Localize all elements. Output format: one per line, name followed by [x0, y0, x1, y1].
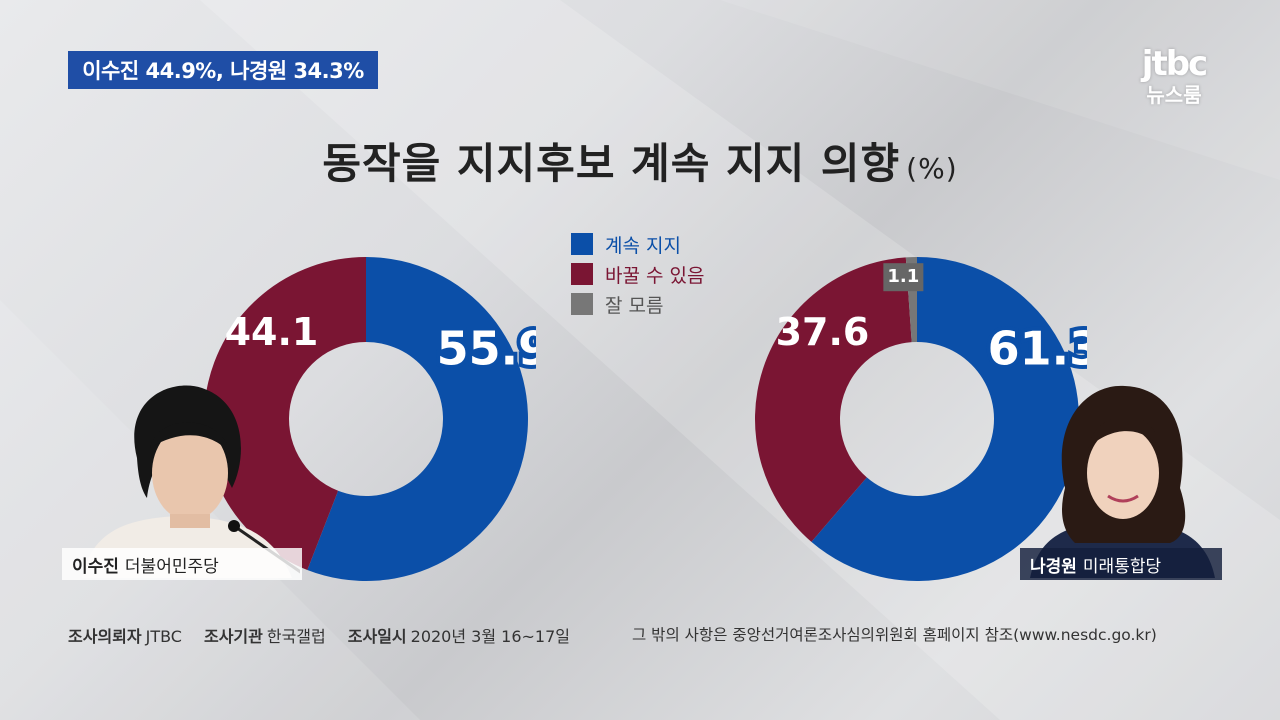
donut-right-label-bg-unsure: [883, 263, 924, 292]
legend-label-unsure: 잘 모름: [605, 294, 664, 317]
legend-item-unsure: 잘 모름: [571, 289, 704, 319]
footer-left: 조사의뢰자 JTBC 조사기관 한국갤럽 조사일시 2020년 3월 16~17일: [68, 623, 570, 647]
legend-swatch-unsure: [571, 293, 593, 315]
donut-chart-left: 55.9 44.1: [204, 257, 536, 581]
legend-label-change: 바꿀 수 있음: [605, 264, 705, 287]
footer-date-value: 2020년 3월 16~17일: [410, 627, 570, 646]
logo-sub: 뉴스룸: [1146, 83, 1202, 107]
headline-banner: 이수진 44.9%, 나경원 34.3%: [68, 51, 378, 89]
footer-agency-label: 조사기관: [203, 627, 263, 646]
donut-right-label-change: 37.6: [776, 310, 870, 354]
footer-client-label: 조사의뢰자: [68, 627, 142, 646]
legend: 계속 지지 바꿀 수 있음 잘 모름: [571, 229, 704, 319]
candidate-party-right: 미래통합당: [1082, 556, 1162, 577]
candidate-name-left: 이수진: [72, 556, 119, 577]
donut-left-slice-keep: [307, 257, 528, 581]
candidate-party-left: 더불어민주당: [124, 556, 219, 577]
footer-client-value: JTBC: [145, 627, 182, 646]
jtbc-newsroom-logo: jtbc 뉴스룸: [1132, 46, 1216, 108]
legend-item-keep: 계속 지지: [571, 229, 704, 259]
footer-agency-value: 한국갤럽: [266, 627, 326, 646]
donut-right-label-keep: 61.3: [988, 322, 1087, 376]
logo-main: jtbc: [1141, 44, 1208, 84]
donut-left-label-change: 44.1: [225, 310, 319, 354]
donut-right-label-unsure: 1.1: [887, 266, 919, 287]
legend-label-keep: 계속 지지: [605, 234, 681, 257]
chart-title-unit: (%): [906, 152, 958, 185]
donut-left-slice-change: [204, 257, 366, 570]
donut-chart-right: 61.3 37.6 1.1: [755, 257, 1087, 581]
donut-right-slice-keep: [811, 257, 1079, 581]
legend-item-change: 바꿀 수 있음: [571, 259, 704, 289]
legend-swatch-keep: [571, 233, 593, 255]
donut-right-slice-change: [755, 257, 912, 542]
candidate-caption-right: 나경원 미래통합당: [1020, 548, 1222, 580]
candidate-name-right: 나경원: [1030, 556, 1077, 577]
donut-left-label-keep: 55.9: [437, 322, 536, 376]
chart-title: 동작을 지지후보 계속 지지 의향 (%): [0, 130, 1280, 191]
footer-note: 그 밖의 사항은 중앙선거여론조사심의위원회 홈페이지 참조(www.nesdc…: [632, 626, 1157, 644]
footer-date-label: 조사일시: [347, 627, 407, 646]
candidate-caption-left: 이수진 더불어민주당: [62, 548, 302, 580]
chart-title-text: 동작을 지지후보 계속 지지 의향: [322, 139, 901, 188]
legend-swatch-change: [571, 263, 593, 285]
